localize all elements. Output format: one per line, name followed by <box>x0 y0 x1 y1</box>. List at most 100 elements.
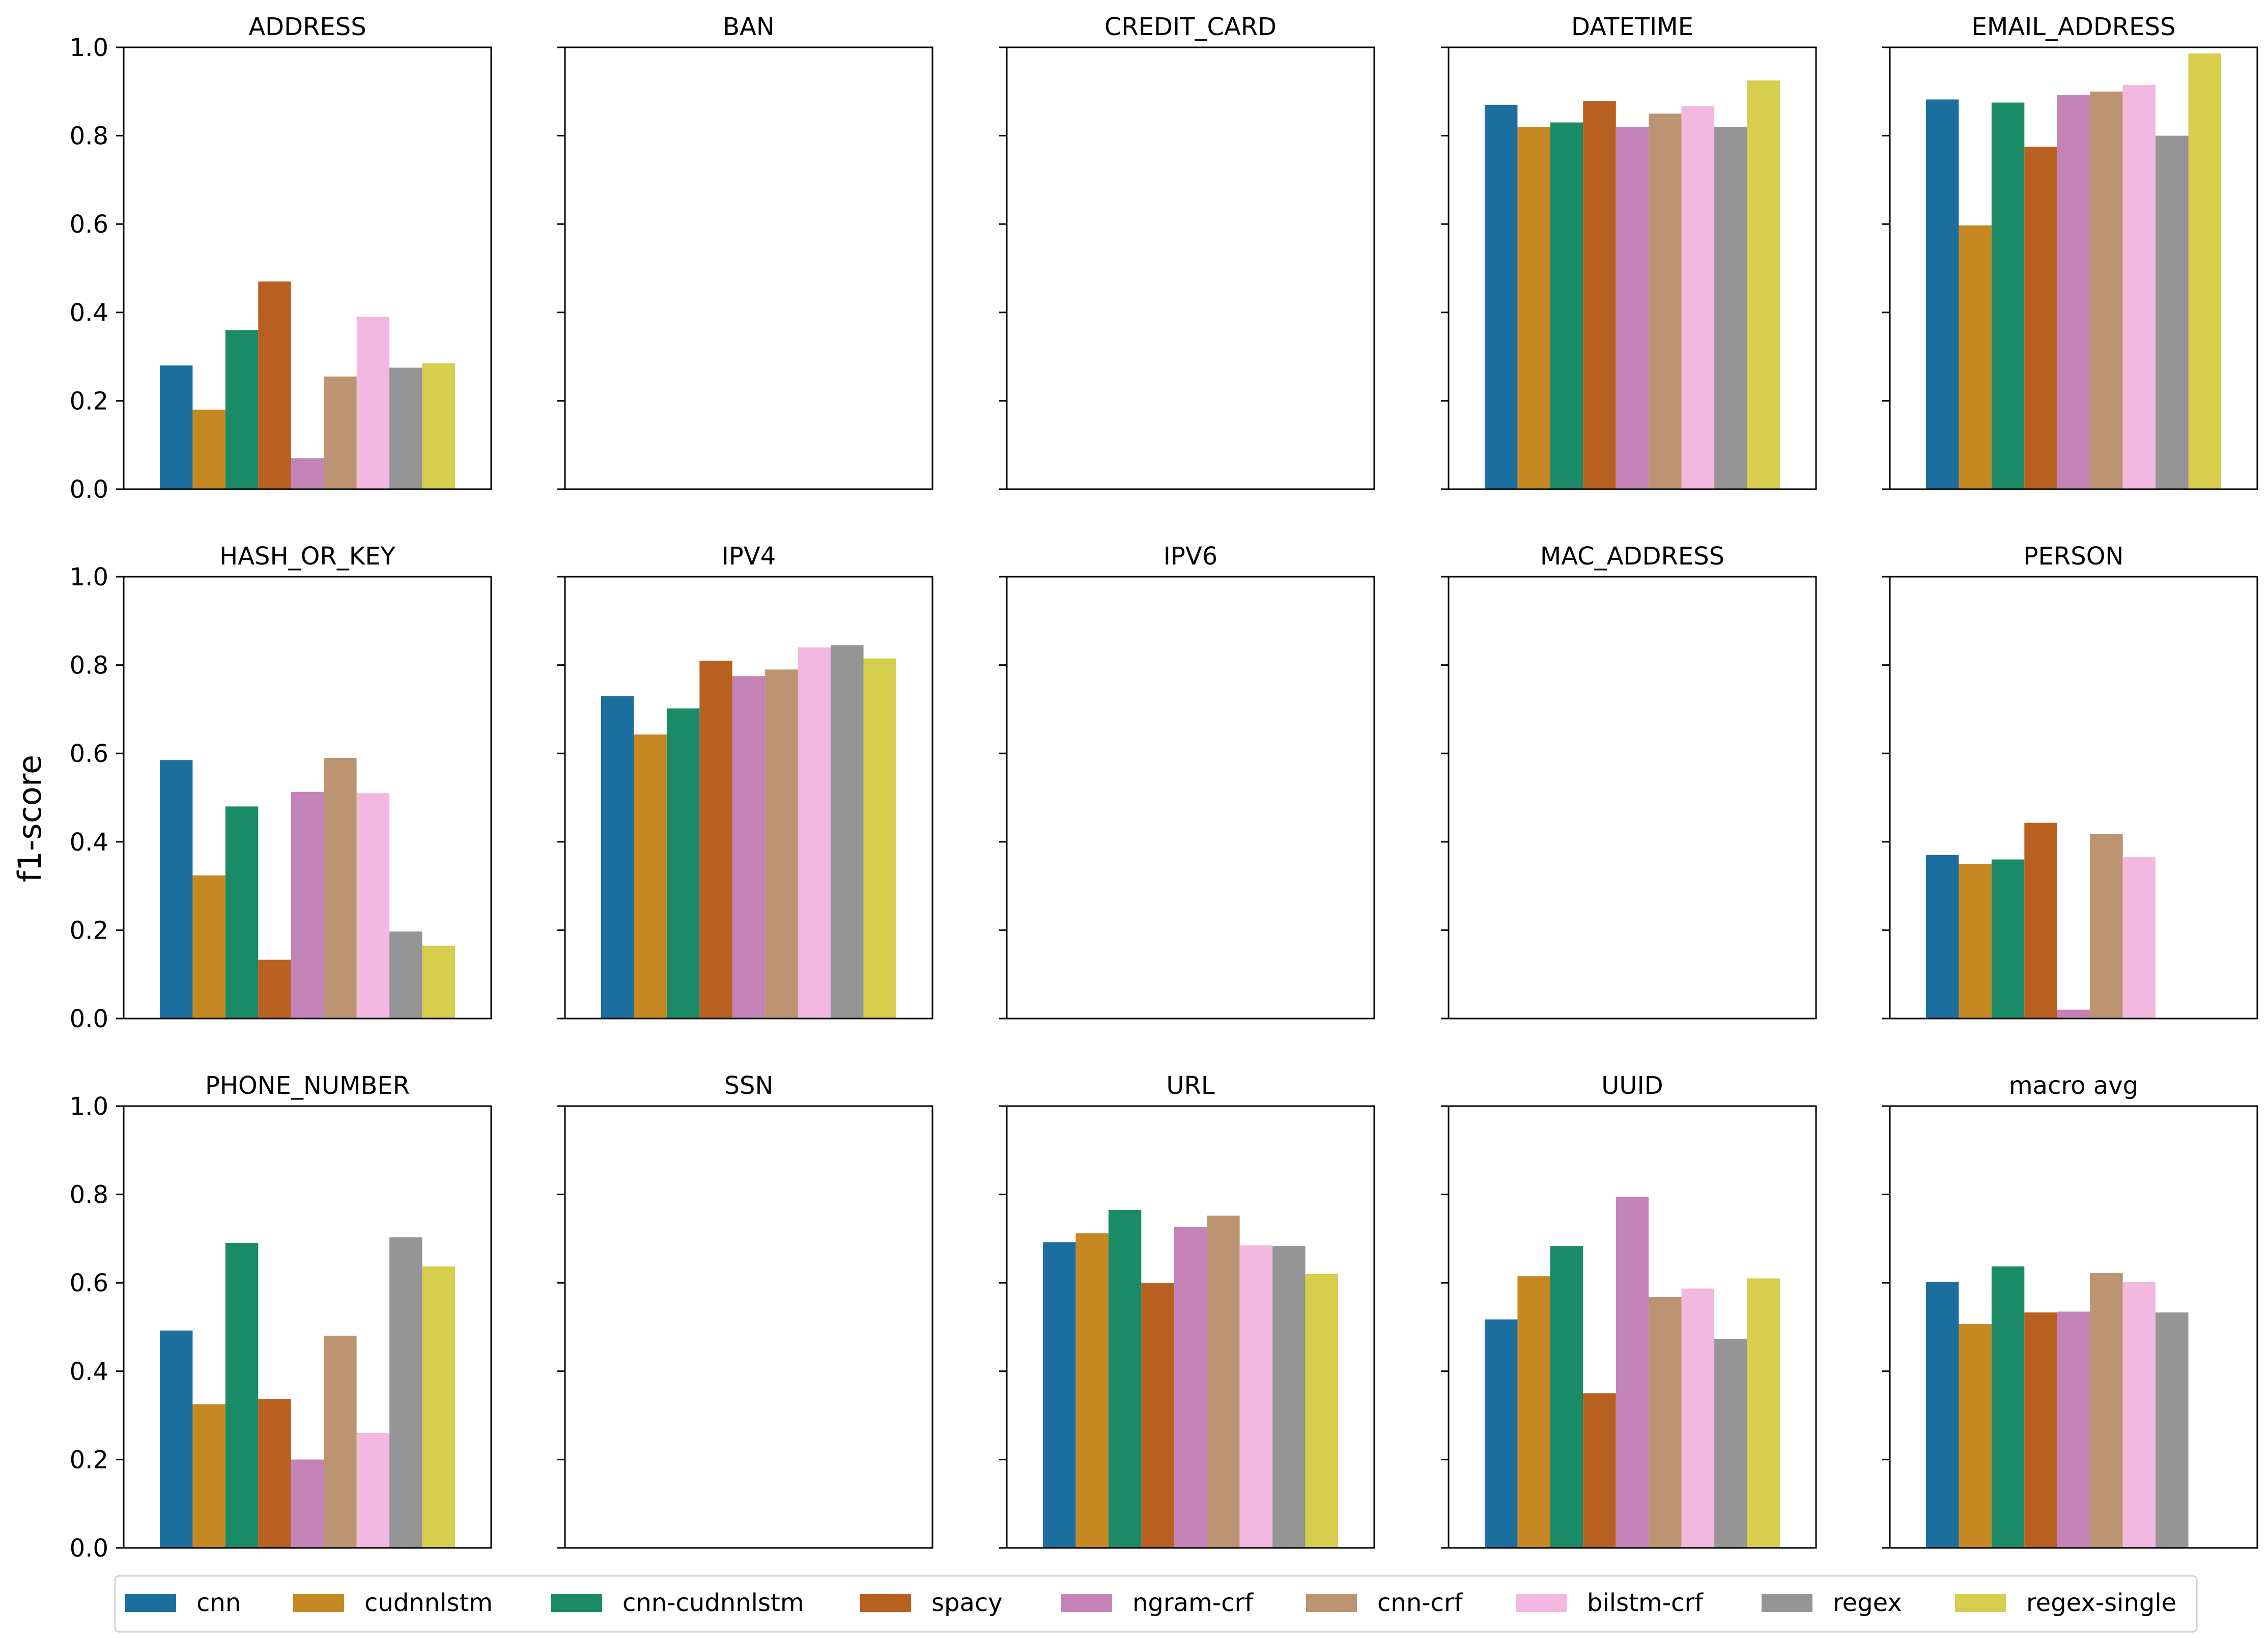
bar-address-cnn-cudnnlstm <box>225 330 259 489</box>
panel-frame <box>1889 46 2258 490</box>
bar-uuid-spacy <box>1583 1393 1616 1548</box>
bar-macro-avg-cudnnlstm <box>1959 1323 1992 1548</box>
bar-email-address-cudnnlstm <box>1959 225 1992 489</box>
bar-person-bilstm-crf <box>2122 857 2156 1019</box>
panel-ssn: SSN <box>557 1071 933 1549</box>
panel-title: macro avg <box>2009 1071 2138 1100</box>
panel-title: SSN <box>724 1071 774 1100</box>
y-tick-label: 0.2 <box>70 916 108 945</box>
bar-uuid-regex-single <box>1747 1278 1780 1548</box>
bar-email-address-regex-single <box>2188 53 2221 489</box>
bar-datetime-cudnnlstm <box>1517 127 1550 490</box>
bar-url-regex <box>1272 1246 1306 1548</box>
bar-macro-avg-cnn-crf <box>2090 1273 2123 1548</box>
y-tick-label: 0.6 <box>70 740 108 768</box>
y-tick-label: 0.8 <box>70 1181 108 1209</box>
panel-frame <box>1448 576 1817 1020</box>
bar-address-ngram-crf <box>291 458 324 489</box>
legend-swatch <box>1306 1594 1357 1612</box>
panel-title: MAC_ADDRESS <box>1540 542 1724 571</box>
panel-uuid: UUID <box>1441 1071 1817 1549</box>
legend-item-cnn-cudnnlstm: cnn-cudnnlstm <box>551 1589 804 1617</box>
bar-person-spacy <box>2024 823 2057 1019</box>
bar-datetime-regex <box>1714 127 1747 490</box>
legend-label: spacy <box>931 1589 1003 1617</box>
y-tick-label: 0.6 <box>70 1269 108 1297</box>
panel-title: ADDRESS <box>248 13 366 41</box>
panel-title: DATETIME <box>1571 13 1693 41</box>
y-tick-label: 0.6 <box>70 210 108 239</box>
panel-frame <box>564 46 933 490</box>
legend-item-cnn: cnn <box>125 1589 241 1617</box>
legend-swatch <box>293 1594 344 1612</box>
panel-hash-or-key: HASH_OR_KEY 0.0 0.2 0.4 0.6 0.8 1.0 <box>70 542 492 1033</box>
bar-datetime-cnn-crf <box>1649 114 1682 489</box>
y-axis-label: f1-score <box>11 755 48 882</box>
bar-uuid-cnn-crf <box>1649 1296 1682 1548</box>
panel-frame <box>1448 1105 1817 1549</box>
panel-address: ADDRESS 0.0 0.2 0.4 0.6 0.8 1.0 <box>70 13 492 504</box>
y-tick-label: 0.0 <box>70 1005 108 1033</box>
y-tick-label: 0.8 <box>70 122 108 151</box>
panel-title: BAN <box>723 13 775 41</box>
bar-uuid-cudnnlstm <box>1517 1276 1550 1548</box>
panel-frame <box>1889 576 2258 1020</box>
bar-macro-avg-ngram-crf <box>2057 1311 2090 1548</box>
bar-person-cnn-crf <box>2090 834 2123 1019</box>
panel-datetime: DATETIME <box>1441 13 1817 490</box>
bar-hash-or-key-cudnnlstm <box>192 875 225 1019</box>
legend-swatch <box>551 1594 602 1612</box>
panel-url: URL <box>999 1071 1375 1549</box>
bar-url-cudnnlstm <box>1075 1233 1109 1548</box>
bar-ipv4-cnn-cudnnlstm <box>666 708 700 1019</box>
legend-item-spacy: spacy <box>860 1589 1003 1617</box>
legend-item-cnn-crf: cnn-crf <box>1306 1589 1463 1617</box>
panel-frame <box>1006 46 1375 490</box>
bar-phone-number-spacy <box>258 1399 291 1548</box>
legend-item-cudnnlstm: cudnnlstm <box>293 1589 493 1617</box>
y-tick-label: 1.0 <box>70 1092 108 1121</box>
bar-macro-avg-spacy <box>2024 1312 2057 1548</box>
y-tick-label: 0.4 <box>70 1358 108 1386</box>
panel-title: IPV6 <box>1164 542 1217 571</box>
bar-person-cnn-cudnnlstm <box>1991 859 2025 1019</box>
panel-frame <box>1889 1105 2258 1549</box>
bar-address-regex <box>389 368 422 489</box>
bar-url-cnn-crf <box>1207 1216 1240 1548</box>
bar-datetime-regex-single <box>1747 80 1780 490</box>
bar-person-ngram-crf <box>2057 1009 2090 1019</box>
bar-uuid-ngram-crf <box>1615 1196 1649 1548</box>
legend-item-regex-single: regex-single <box>1955 1589 2176 1617</box>
bar-phone-number-ngram-crf <box>291 1459 324 1548</box>
bar-uuid-cnn <box>1485 1319 1518 1548</box>
bar-person-cudnnlstm <box>1959 864 1992 1019</box>
bar-ipv4-spacy <box>699 660 732 1019</box>
bar-email-address-cnn-crf <box>2090 91 2123 490</box>
bar-hash-or-key-cnn <box>160 760 193 1019</box>
legend-label: cnn-cudnnlstm <box>622 1589 804 1617</box>
bar-datetime-bilstm-crf <box>1681 106 1715 489</box>
bar-macro-avg-cnn <box>1926 1282 1959 1548</box>
bar-address-spacy <box>258 281 291 489</box>
bar-url-spacy <box>1141 1283 1174 1548</box>
legend-label: bilstm-crf <box>1587 1589 1704 1617</box>
panel-title: URL <box>1166 1071 1214 1100</box>
panel-ban: BAN <box>557 13 933 490</box>
panel-mac-address: MAC_ADDRESS <box>1441 542 1817 1020</box>
bar-address-bilstm-crf <box>356 317 390 489</box>
y-tick-label: 1.0 <box>70 34 108 62</box>
bar-hash-or-key-regex-single <box>422 945 455 1019</box>
bar-ipv4-bilstm-crf <box>798 647 831 1019</box>
panel-frame <box>123 46 492 490</box>
bar-url-bilstm-crf <box>1239 1245 1273 1548</box>
panel-title: UUID <box>1601 1071 1663 1100</box>
bar-address-regex-single <box>422 363 455 489</box>
bar-ipv4-regex-single <box>863 658 896 1019</box>
bar-uuid-bilstm-crf <box>1681 1288 1715 1548</box>
legend-label: cnn <box>196 1589 241 1617</box>
bar-uuid-cnn-cudnnlstm <box>1550 1246 1583 1548</box>
panel-phone-number: PHONE_NUMBER 0.0 0.2 0.4 0.6 0.8 1.0 <box>70 1071 492 1563</box>
bar-hash-or-key-cnn-crf <box>324 757 357 1019</box>
y-tick-label: 0.2 <box>70 1446 108 1474</box>
bar-hash-or-key-ngram-crf <box>291 792 324 1019</box>
